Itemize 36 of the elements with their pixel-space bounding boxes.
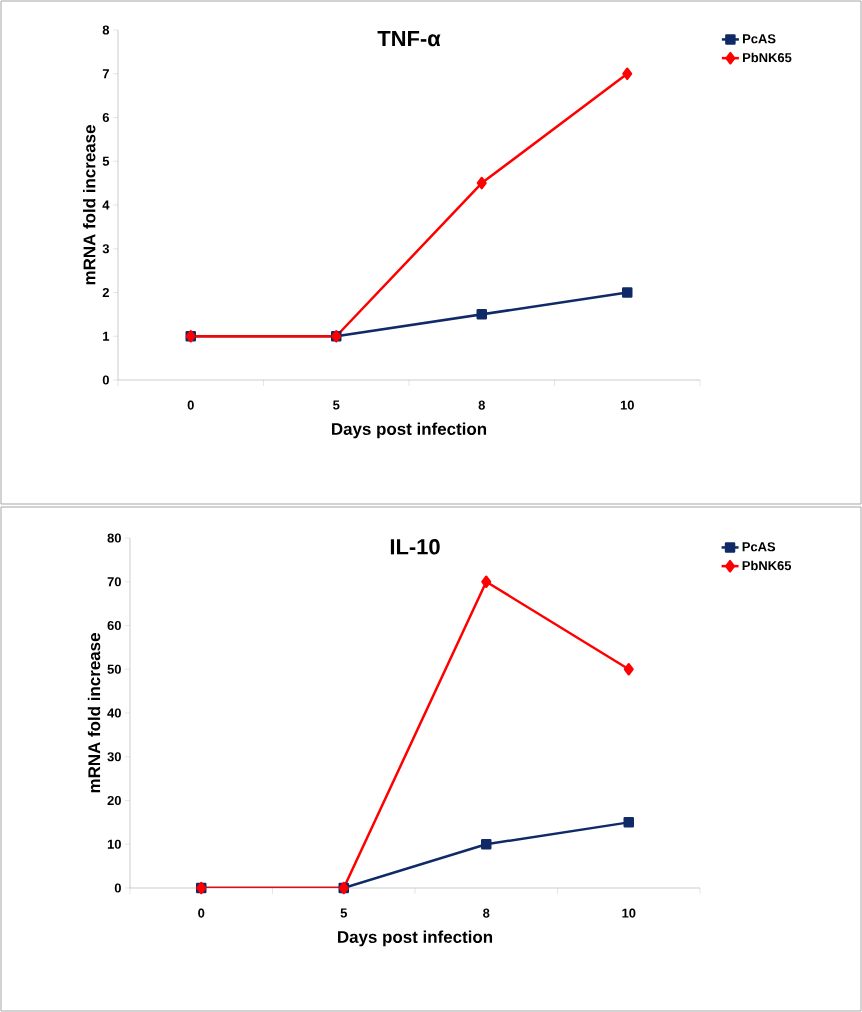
legend-label: PcAS — [742, 542, 776, 552]
x-tick-label: 5 — [333, 400, 340, 410]
y-tick-label: 40 — [107, 708, 121, 718]
y-tick-label: 70 — [107, 577, 121, 587]
y-tick-label: 2 — [102, 287, 109, 298]
y-tick-label: 0 — [114, 883, 121, 893]
x-tick-label: 10 — [620, 400, 634, 410]
y-tick-label: 8 — [102, 25, 110, 35]
y-tick-label: 4 — [102, 200, 110, 210]
x-axis-title: Days post infection — [338, 930, 493, 947]
y-tick-label: 3 — [102, 244, 110, 254]
y-tick-label: 6 — [102, 112, 110, 123]
x-tick-label: 8 — [483, 908, 490, 918]
x-tick-label: 8 — [478, 400, 485, 410]
y-tick-label: 1 — [103, 331, 110, 341]
x-tick-label: 10 — [622, 908, 636, 918]
x-tick-label: 0 — [187, 400, 194, 410]
x-axis-title: Days post infection — [332, 422, 487, 439]
chart-title: IL-10 — [390, 539, 440, 555]
y-tick-label: 60 — [107, 620, 121, 631]
x-tick-label: 5 — [340, 908, 347, 918]
y-tick-label: 10 — [107, 839, 121, 849]
y-tick-label: 80 — [107, 533, 121, 543]
y-tick-label: 20 — [107, 795, 121, 806]
x-tick-label: 0 — [198, 908, 205, 918]
y-axis-title: mRNA fold increase — [83, 125, 96, 285]
y-tick-label: 30 — [107, 752, 121, 762]
legend-label: PcAS — [743, 34, 776, 44]
y-axis-title: mRNA fold increase — [87, 633, 101, 793]
y-tick-label: 7 — [102, 69, 109, 79]
legend-label: PbNK65 — [742, 560, 792, 571]
y-tick-label: 5 — [102, 156, 110, 166]
chart-title: TNF-α — [377, 31, 441, 47]
legend-label: PbNK65 — [743, 52, 792, 63]
y-tick-label: 0 — [102, 375, 109, 385]
y-tick-label: 50 — [107, 664, 121, 674]
